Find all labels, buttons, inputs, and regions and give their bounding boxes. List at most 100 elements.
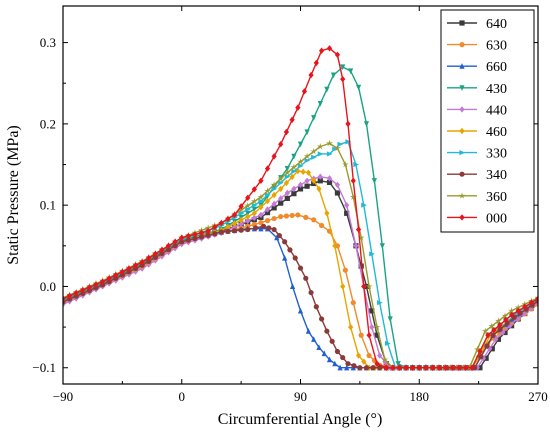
data-point bbox=[316, 344, 322, 351]
data-point bbox=[503, 316, 509, 324]
legend-marker bbox=[459, 63, 465, 69]
data-point bbox=[337, 141, 344, 147]
data-point bbox=[374, 332, 380, 338]
data-point bbox=[289, 173, 295, 181]
data-point bbox=[185, 237, 191, 243]
data-point bbox=[271, 186, 278, 192]
data-point bbox=[304, 157, 311, 164]
data-point bbox=[159, 246, 165, 254]
data-point bbox=[341, 160, 349, 168]
data-point bbox=[329, 338, 335, 344]
data-point bbox=[218, 219, 224, 227]
data-point bbox=[119, 272, 125, 278]
data-point bbox=[276, 233, 282, 239]
data-point bbox=[381, 356, 389, 363]
data-point bbox=[271, 191, 277, 199]
data-point bbox=[355, 84, 362, 91]
data-point bbox=[311, 115, 317, 121]
data-point bbox=[264, 206, 271, 213]
data-point bbox=[126, 269, 132, 275]
data-point bbox=[305, 169, 312, 176]
data-point bbox=[326, 175, 333, 182]
legend-label: 430 bbox=[486, 82, 507, 97]
data-point bbox=[313, 304, 319, 310]
data-point bbox=[159, 250, 165, 257]
data-point bbox=[508, 307, 516, 314]
data-point bbox=[379, 243, 385, 249]
data-point bbox=[119, 268, 125, 276]
data-point bbox=[251, 186, 257, 193]
legend-label: 460 bbox=[486, 125, 507, 140]
data-point bbox=[300, 168, 306, 176]
data-point bbox=[126, 265, 132, 272]
data-point bbox=[303, 152, 311, 160]
data-point bbox=[303, 214, 309, 220]
data-point bbox=[326, 179, 333, 185]
data-point bbox=[297, 141, 304, 148]
data-point bbox=[310, 147, 318, 155]
legend-marker bbox=[459, 106, 465, 113]
legend-item: 360 bbox=[447, 190, 507, 205]
data-point bbox=[231, 228, 238, 234]
data-point bbox=[198, 229, 205, 236]
data-point bbox=[301, 88, 308, 95]
data-point bbox=[311, 217, 317, 223]
x-tick-label: 270 bbox=[528, 389, 548, 404]
y-tick-label: 0.3 bbox=[40, 35, 56, 50]
data-point bbox=[278, 140, 284, 148]
legend-label: 360 bbox=[486, 190, 507, 205]
data-point bbox=[192, 235, 198, 242]
data-point bbox=[271, 215, 277, 222]
y-tick-label: 0.2 bbox=[40, 116, 56, 131]
data-point bbox=[366, 332, 372, 339]
data-point bbox=[258, 211, 264, 219]
data-point bbox=[345, 139, 352, 145]
data-point bbox=[225, 228, 231, 234]
data-point bbox=[361, 283, 367, 290]
data-point bbox=[165, 242, 172, 250]
legend-label: 660 bbox=[486, 60, 507, 75]
data-point bbox=[340, 283, 346, 290]
data-point bbox=[106, 275, 112, 282]
data-point bbox=[66, 296, 73, 302]
data-point bbox=[146, 258, 152, 264]
data-point bbox=[495, 336, 502, 342]
data-point bbox=[113, 271, 119, 279]
data-point bbox=[274, 234, 280, 241]
data-point bbox=[251, 206, 257, 213]
data-point bbox=[132, 262, 139, 269]
data-point bbox=[258, 220, 264, 226]
data-point bbox=[326, 139, 333, 147]
data-point bbox=[370, 365, 376, 371]
data-point bbox=[244, 202, 252, 209]
data-point bbox=[231, 220, 238, 227]
data-point bbox=[284, 174, 291, 180]
data-point bbox=[99, 278, 106, 285]
data-point bbox=[383, 364, 389, 371]
series-000 bbox=[63, 45, 538, 371]
data-point bbox=[477, 348, 483, 355]
series-660 bbox=[63, 225, 538, 371]
data-point bbox=[264, 192, 271, 198]
data-point bbox=[396, 364, 403, 371]
data-point bbox=[326, 45, 333, 52]
data-point bbox=[334, 144, 341, 152]
legend-label: 440 bbox=[486, 103, 507, 118]
series-630 bbox=[63, 212, 538, 371]
legend-label: 630 bbox=[486, 39, 507, 54]
data-point bbox=[291, 191, 297, 197]
data-point bbox=[345, 361, 351, 367]
data-point bbox=[172, 243, 178, 249]
data-point bbox=[384, 340, 391, 346]
data-point bbox=[297, 265, 304, 271]
data-point bbox=[250, 197, 258, 205]
data-point bbox=[317, 178, 323, 184]
data-point bbox=[330, 72, 337, 79]
data-point bbox=[304, 177, 310, 184]
data-point bbox=[292, 255, 298, 261]
data-point bbox=[340, 64, 346, 71]
data-point bbox=[258, 225, 264, 232]
data-point bbox=[86, 284, 92, 291]
data-point bbox=[264, 197, 271, 205]
